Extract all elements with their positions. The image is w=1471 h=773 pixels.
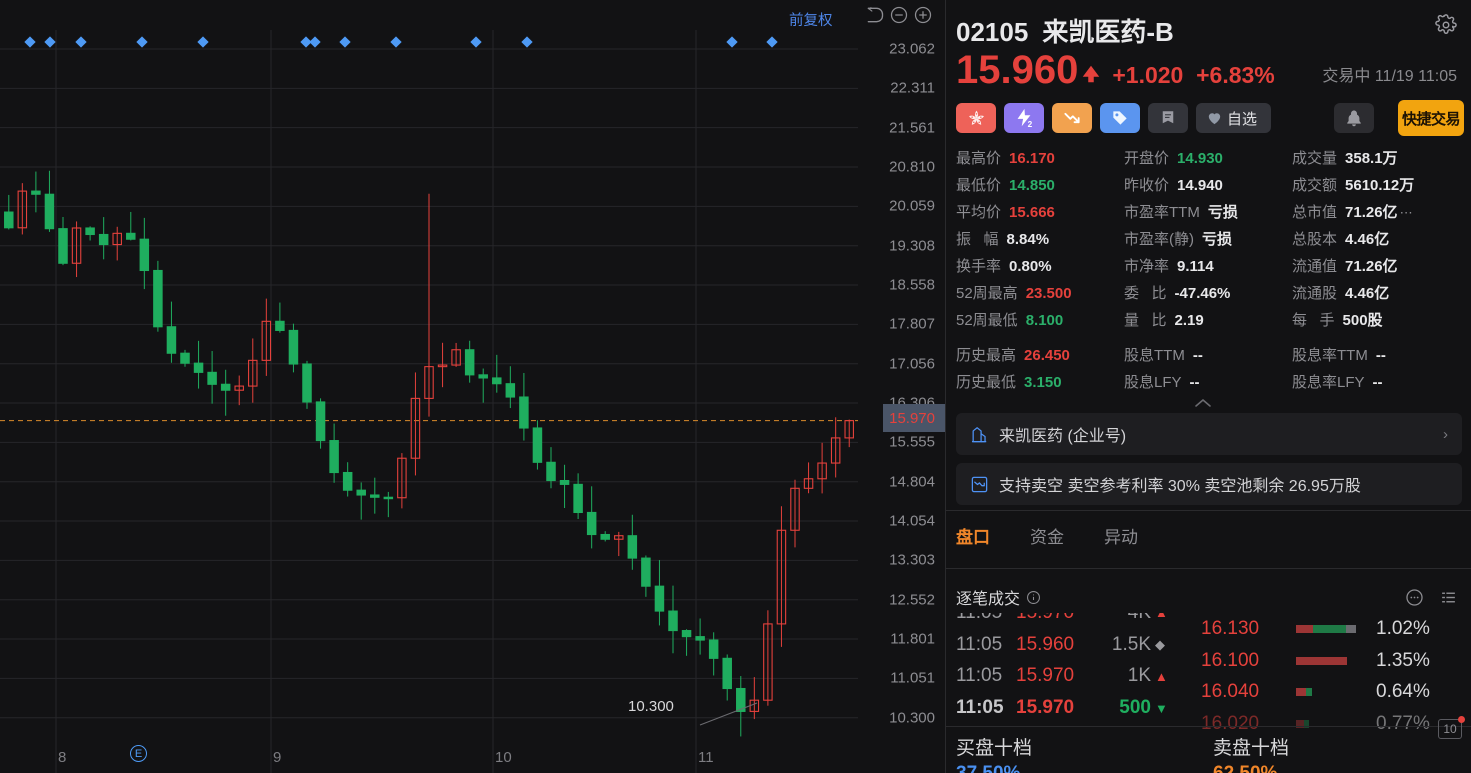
svg-text:2: 2 bbox=[1028, 120, 1033, 129]
